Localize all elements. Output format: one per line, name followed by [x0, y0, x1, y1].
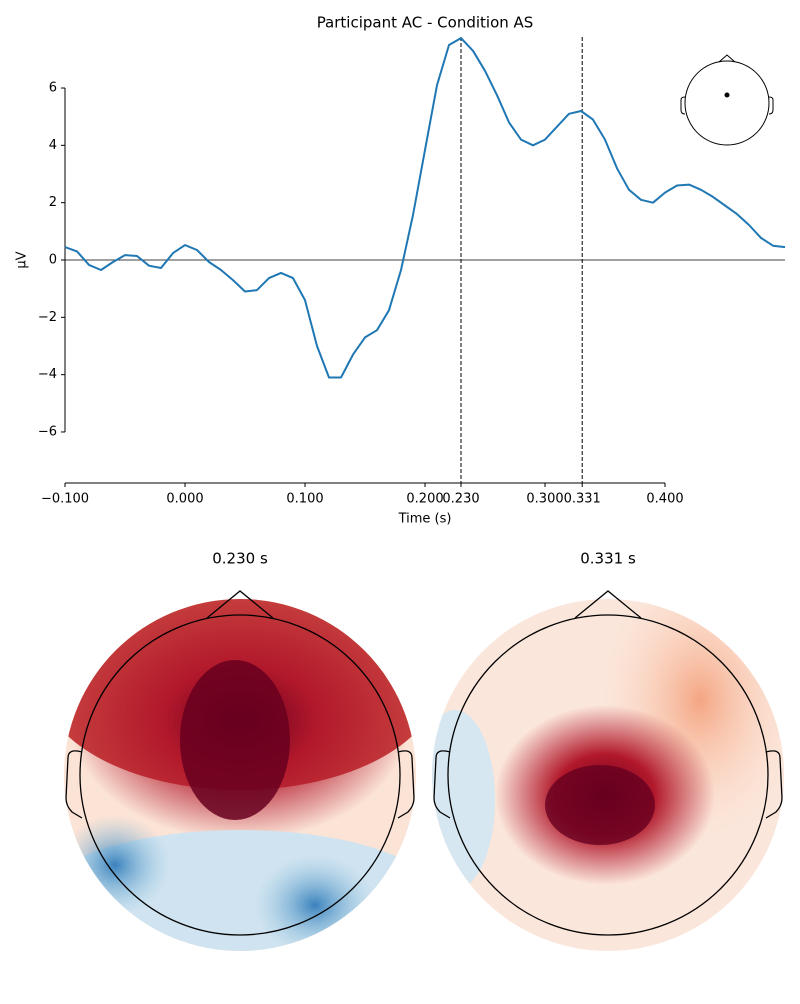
chart-title: Participant AC - Condition AS [317, 14, 534, 32]
y-tick-label: −6 [38, 424, 57, 439]
topomap [432, 599, 784, 951]
y-tick-label: 2 [49, 195, 57, 210]
x-tick-label: 0.400 [646, 492, 683, 507]
x-tick-label: 0.300 [526, 492, 563, 507]
topomap-title: 0.230 s [212, 550, 268, 568]
y-tick-label: 4 [49, 138, 57, 153]
y-axis-label: µV [15, 251, 30, 268]
erp-line [64, 37, 786, 379]
sensor-inset [680, 54, 774, 146]
x-tick-label: 0.000 [166, 492, 203, 507]
x-axis-label: Time (s) [398, 512, 452, 527]
x-tick-label: 0.230 [442, 492, 479, 507]
y-tick-label: −2 [38, 310, 57, 325]
x-tick-label: 0.331 [564, 492, 601, 507]
head-outline [65, 590, 783, 936]
y-tick-label: 6 [49, 81, 57, 96]
x-tick-label: −0.100 [41, 492, 89, 507]
y-tick-label: 0 [49, 253, 57, 268]
topomap [64, 599, 416, 951]
x-tick-label: 0.100 [286, 492, 323, 507]
y-tick-label: −4 [38, 367, 57, 382]
topomap-title: 0.331 s [580, 550, 636, 568]
x-tick-label: 0.200 [406, 492, 443, 507]
